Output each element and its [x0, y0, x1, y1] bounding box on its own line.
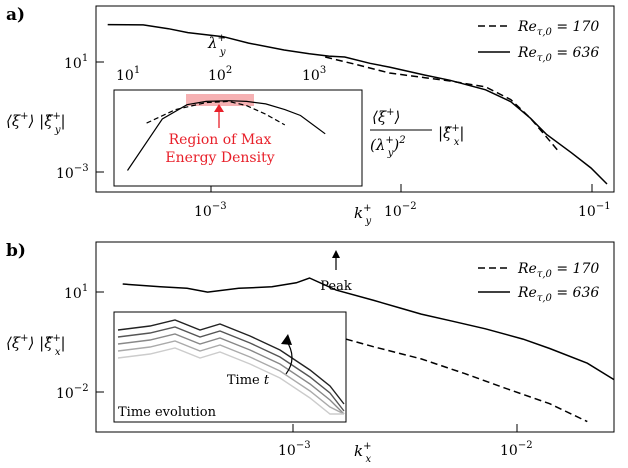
panel-a-label: a) — [6, 5, 25, 25]
inset-a-series-636 — [127, 100, 326, 171]
panel-a-xtick-1e-3: 10−3 — [194, 201, 227, 220]
panel-b: b) 10−3 10−2 101 10−2 ⟨ξ+⟩ |ξ̂+ x| k+ x Pe… — [6, 241, 615, 465]
inset-b-time-arrowhead — [281, 334, 292, 345]
panel-a-xlabel: k+ y — [354, 203, 371, 227]
inset-a-ylabel-den: (λ+ y)2 — [370, 135, 406, 159]
panel-b-label: b) — [6, 241, 26, 261]
inset-b-series-3 — [117, 340, 345, 415]
panel-a-lambda-tick-1e3: 103 — [302, 65, 326, 84]
panel-b-ytick-1e1: 101 — [64, 283, 88, 302]
panel-b-series-636 — [122, 277, 615, 381]
inset-b-frame — [113, 311, 347, 423]
panel-b-inset: Time t Time evolution — [113, 311, 347, 423]
panel-a-ylabel: ⟨ξ+⟩ |ξ̂+ y| — [6, 111, 66, 136]
panel-a-xtick-1e-2: 10−2 — [384, 201, 417, 220]
panel-b-xtick-1e-3: 10−3 — [278, 440, 311, 459]
panel-a-ytick-1e1: 101 — [64, 53, 88, 72]
legend-a-entry-170: Reτ,0 = 170 — [517, 19, 599, 38]
inset-a-ylabel: ⟨ξ+⟩ (λ+ y)2 |ξ̂+ x| — [370, 107, 464, 159]
panel-b-series-170 — [238, 313, 588, 423]
panel-a-series-636 — [107, 23, 608, 185]
panel-b-ticks — [96, 291, 518, 432]
panel-a: a) 10−3 10−2 10−1 101 10−3 101 102 103 λ… — [6, 5, 615, 227]
panel-a-lambda-tick-1e1: 101 — [116, 65, 140, 84]
inset-b-series-0 — [117, 319, 345, 405]
inset-a-ylabel-rhs: |ξ̂+ x| — [438, 123, 464, 148]
inset-b-series-2 — [117, 333, 345, 415]
inset-b-caption: Time evolution — [118, 405, 217, 420]
panel-a-xtick-1e-1: 10−1 — [578, 201, 611, 220]
inset-b-series-1 — [117, 326, 345, 412]
panel-b-xtick-1e-2: 10−2 — [500, 440, 533, 459]
inset-a-ylabel-num: ⟨ξ+⟩ — [372, 107, 400, 126]
panel-a-legend: Reτ,0 = 170 Reτ,0 = 636 — [478, 19, 599, 64]
inset-b-series-group — [117, 319, 345, 415]
panel-b-xlabel: k+ x — [354, 441, 371, 465]
peak-arrowhead — [332, 250, 340, 258]
panel-b-axes-frame — [95, 241, 615, 433]
panel-b-legend: Reτ,0 = 170 Reτ,0 = 636 — [478, 261, 599, 304]
legend-b-entry-636: Reτ,0 = 636 — [517, 285, 599, 304]
peak-label: Peak — [320, 279, 352, 294]
inset-a-highlight — [186, 94, 254, 106]
inset-a-arrowhead — [214, 104, 224, 112]
inset-b-time-label: Time t — [227, 373, 270, 388]
inset-b-series-4 — [117, 347, 344, 415]
panel-a-lambda-label: λ+ y — [207, 33, 226, 58]
legend-b-entry-170: Reτ,0 = 170 — [517, 261, 599, 280]
panel-a-axes-frame — [95, 5, 615, 193]
inset-a-annotation-line1: Region of Max — [169, 132, 272, 148]
panel-a-ytick-1e-3: 10−3 — [56, 163, 89, 182]
inset-a-annotation-line2: Energy Density — [165, 150, 274, 166]
panel-b-ytick-1e-2: 10−2 — [56, 383, 89, 402]
legend-a-entry-636: Reτ,0 = 636 — [517, 45, 599, 64]
panel-b-ylabel: ⟨ξ+⟩ |ξ̂+ x| — [6, 333, 66, 358]
panel-a-lambda-tick-1e2: 102 — [208, 65, 232, 84]
panel-a-inset: Region of Max Energy Density — [113, 89, 363, 187]
panel-a-series-170 — [325, 56, 561, 154]
